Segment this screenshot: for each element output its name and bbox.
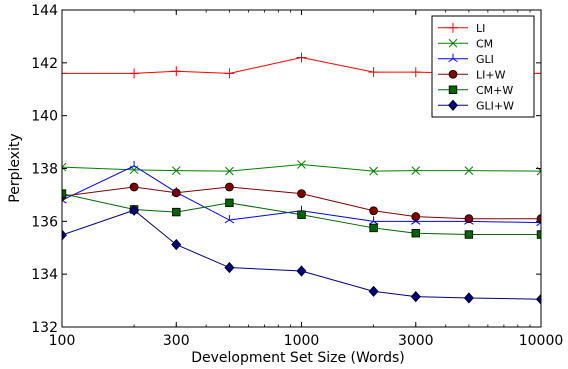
- legend-entry-cm: CM: [438, 37, 493, 50]
- y-tick-label: 138: [31, 162, 58, 178]
- y-tick-label: 136: [31, 214, 58, 230]
- legend-label: CM: [476, 37, 493, 50]
- data-point-gli-plus-w-2: [171, 238, 182, 251]
- data-point-cm-5: [369, 166, 378, 176]
- data-point-cm-plus-w-4: [297, 210, 306, 219]
- data-point-gli-plus-w-7: [463, 292, 474, 304]
- data-point-cm-0: [62, 162, 67, 172]
- data-point-li-8: [536, 68, 541, 79]
- data-point-cm-plus-w-6: [411, 229, 420, 238]
- y-tick-label: 140: [31, 109, 58, 125]
- data-point-gli-plus-w-6: [410, 291, 421, 303]
- data-point-gli-plus-w-4: [296, 265, 307, 277]
- data-point-cm-plus-w-5: [369, 223, 378, 233]
- axes-layer: 100 300 1000 3000 10000 132 134 136 138 140 142 144: [31, 3, 563, 349]
- data-point-gli-1: [129, 160, 139, 170]
- x-tick-label: 3000: [398, 333, 434, 349]
- y-tick-label: 134: [31, 267, 58, 283]
- legend-label: CM+W: [476, 84, 513, 97]
- data-point-cm-plus-w-7: [464, 230, 474, 239]
- data-point-li-plus-w-1: [129, 182, 139, 192]
- y-tick-label: 144: [31, 3, 58, 19]
- data-point-li-6: [410, 67, 421, 78]
- data-point-li-2: [171, 66, 182, 77]
- legend-swatch-marker: [448, 53, 458, 63]
- legend-swatch-marker: [447, 99, 459, 111]
- data-point-li-plus-w-5: [369, 206, 378, 216]
- y-tick-label: 132: [31, 320, 58, 336]
- legend-label: LI: [476, 22, 485, 35]
- legend: LI CM GLI LI+W CM+W GLI+W: [431, 15, 535, 118]
- x-tick-label: 1000: [284, 333, 320, 349]
- y-tick-label: 142: [31, 56, 58, 72]
- data-point-li-4: [296, 52, 307, 63]
- data-point-gli-8: [536, 217, 541, 227]
- data-point-li-plus-w-8: [536, 214, 541, 224]
- legend-label: LI+W: [476, 68, 506, 81]
- data-point-li-5: [368, 67, 379, 78]
- legend-label: GLI: [476, 53, 494, 66]
- data-point-li-plus-w-7: [464, 214, 474, 224]
- data-point-li-plus-w-6: [411, 212, 421, 221]
- legend-entry-gli-plus-w: GLI+W: [438, 99, 514, 112]
- series-layer: [62, 52, 541, 305]
- data-point-cm-2: [171, 166, 181, 175]
- data-point-cm-plus-w-3: [225, 198, 234, 208]
- data-point-gli-3: [224, 215, 235, 224]
- legend-swatch-marker: [448, 69, 458, 79]
- legend-swatch-marker: [448, 38, 458, 48]
- legend-entry-li-plus-w: LI+W: [438, 68, 506, 81]
- data-point-li-plus-w-4: [297, 189, 306, 198]
- legend-entry-li: LI: [438, 22, 485, 35]
- data-point-li-1: [129, 68, 140, 79]
- legend-box: [431, 15, 535, 118]
- data-point-li-3: [224, 68, 235, 79]
- data-point-cm-7: [464, 166, 474, 175]
- data-point-gli-0: [62, 195, 67, 204]
- data-point-gli-plus-w-5: [368, 285, 379, 297]
- data-point-cm-6: [411, 166, 421, 175]
- series-gli-plus-w: [62, 204, 541, 305]
- data-point-gli-plus-w-8: [535, 293, 541, 305]
- data-point-cm-plus-w-2: [172, 207, 181, 217]
- x-tick-label: 100: [49, 333, 76, 349]
- series-cm: [62, 160, 541, 176]
- legend-swatch-marker: [448, 22, 458, 33]
- data-point-cm-plus-w-8: [536, 230, 541, 239]
- legend-entry-gli: GLI: [438, 53, 494, 66]
- data-point-cm-4: [297, 160, 306, 169]
- x-tick-label: 10000: [519, 333, 564, 349]
- legend-entry-cm-plus-w: CM+W: [438, 84, 513, 97]
- data-point-cm-3: [225, 166, 234, 176]
- data-point-li-0: [62, 68, 67, 79]
- x-tick-label: 300: [163, 333, 190, 349]
- x-axis-label: Development Set Size (Words): [191, 350, 405, 366]
- data-point-gli-plus-w-0: [62, 229, 68, 241]
- y-axis-label: Perplexity: [7, 133, 23, 202]
- legend-swatch-marker: [448, 85, 458, 94]
- data-point-li-plus-w-2: [171, 188, 181, 198]
- data-point-gli-plus-w-3: [224, 261, 235, 274]
- data-point-gli-plus-w-1: [129, 204, 140, 216]
- legend-label: GLI+W: [476, 99, 514, 112]
- data-point-li-plus-w-3: [225, 182, 234, 192]
